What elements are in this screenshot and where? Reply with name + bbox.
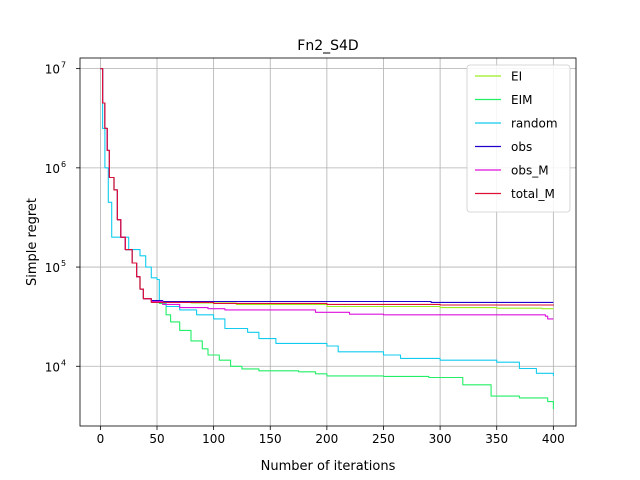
x-tick-label: 300 [429,432,452,446]
y-axis-label: Simple regret [25,198,40,286]
legend-label-total-m: total_M [511,187,555,201]
x-tick-label: 400 [542,432,565,446]
chart-title: Fn2_S4D [297,38,358,54]
legend: EI EIM random obs obs_M total_M [466,64,571,213]
grid [80,58,576,426]
y-tick-label: 10 [45,360,60,374]
x-tick-label: 200 [315,432,338,446]
x-tick-label: 100 [202,432,225,446]
x-tick-label: 350 [485,432,508,446]
x-tick-label: 0 [97,432,105,446]
legend-label-eim: EIM [511,93,532,107]
x-axis-ticks: 0 50 100 150 200 250 300 350 400 [97,426,565,446]
legend-label-random: random [511,117,558,131]
legend-box [466,64,571,213]
y-tick-label: 10 [45,63,60,77]
y-tick-base: 10 [45,261,60,275]
legend-label-obs-m: obs_M [511,164,549,178]
series-lines [100,68,554,410]
x-tick-label: 150 [259,432,282,446]
y-tick-exponent: 7 [61,61,66,70]
y-tick-base: 10 [45,63,60,77]
y-tick-label: 10 [45,162,60,176]
series-line-total-m [100,68,554,306]
y-tick-base: 10 [45,360,60,374]
x-tick-label: 250 [372,432,395,446]
y-tick-base: 10 [45,162,60,176]
plot-frame [79,57,577,427]
legend-label-obs: obs [511,140,532,154]
x-tick-label: 50 [149,432,164,446]
y-tick-exponent: 4 [61,358,66,367]
legend-label-ei: EI [511,70,522,84]
y-tick-label: 10 [45,261,60,275]
y-tick-exponent: 5 [61,259,66,268]
y-tick-exponent: 6 [61,160,66,169]
x-axis-label: Number of iterations [261,459,396,474]
